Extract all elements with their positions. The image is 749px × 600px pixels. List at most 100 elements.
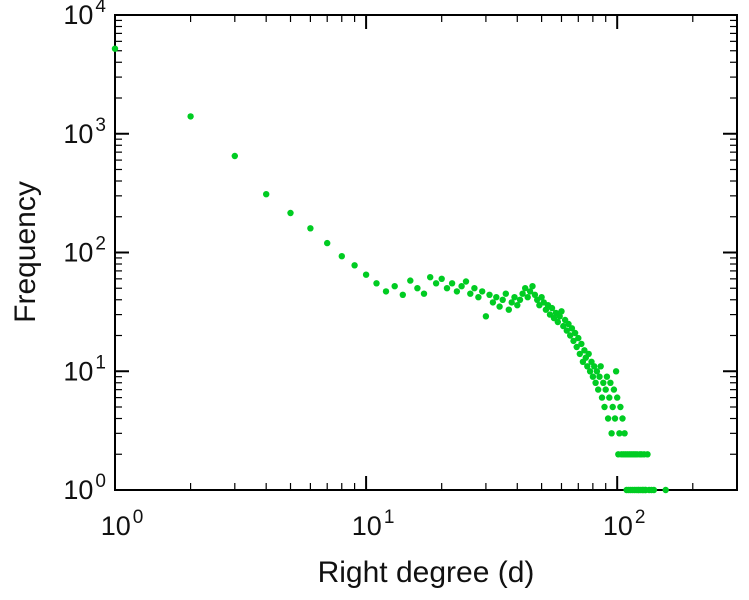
- data-point: [522, 285, 529, 292]
- data-point: [453, 288, 461, 295]
- data-point: [597, 363, 604, 370]
- data-point: [606, 394, 613, 401]
- tick-label: 10 2: [603, 507, 646, 541]
- data-point: [585, 350, 592, 358]
- data-point: [471, 285, 478, 292]
- data-point: [591, 363, 598, 370]
- y-axis-title: Frequency: [9, 181, 42, 323]
- data-point: [573, 343, 580, 351]
- data-point: [462, 278, 470, 285]
- data-point: [489, 299, 497, 306]
- data-point: [307, 225, 314, 232]
- data-point: [650, 486, 658, 494]
- data-point: [362, 271, 370, 278]
- data-point: [420, 290, 428, 297]
- data-point: [529, 283, 536, 290]
- major-ticks: [114, 14, 737, 491]
- data-point: [438, 275, 445, 282]
- data-point: [499, 296, 506, 303]
- data-point: [563, 327, 570, 334]
- data-point: [614, 394, 621, 401]
- data-point: [187, 113, 194, 120]
- data-point: [467, 290, 474, 297]
- data-point: [556, 313, 563, 320]
- data-point: [287, 209, 294, 217]
- data-point: [524, 294, 531, 301]
- tick-label: 10 4: [63, 0, 106, 30]
- data-point: [621, 430, 628, 437]
- data-point: [611, 415, 619, 422]
- data-point: [508, 299, 515, 306]
- tick-label: 10 1: [63, 352, 106, 386]
- data-point: [519, 290, 526, 297]
- axes-frame: [114, 14, 738, 491]
- data-point: [382, 288, 390, 295]
- data-point: [578, 340, 585, 348]
- data-point: [407, 277, 414, 284]
- data-points: [111, 45, 669, 494]
- minor-ticks: [115, 15, 737, 490]
- data-point: [482, 313, 490, 320]
- data-point: [324, 239, 331, 247]
- data-point: [619, 415, 626, 422]
- data-point: [570, 337, 577, 345]
- data-point: [432, 280, 440, 287]
- data-point: [514, 302, 521, 309]
- data-point: [475, 294, 482, 301]
- data-point: [111, 45, 119, 52]
- data-point: [612, 368, 620, 375]
- data-point: [427, 274, 434, 281]
- data-point: [479, 288, 486, 295]
- data-point: [596, 373, 603, 380]
- data-point: [571, 329, 579, 337]
- data-point: [589, 373, 597, 380]
- x-axis-title: Right degree (d): [317, 556, 535, 589]
- data-point: [608, 430, 615, 437]
- data-point: [603, 373, 611, 380]
- data-point: [516, 296, 524, 303]
- data-point: [610, 386, 618, 393]
- data-point: [338, 253, 345, 260]
- tick-label: 10 2: [63, 234, 106, 268]
- data-point: [607, 379, 614, 386]
- data-point: [443, 285, 451, 292]
- data-point: [560, 322, 567, 330]
- data-point: [586, 368, 594, 375]
- data-point: [548, 304, 556, 312]
- data-point: [505, 306, 512, 313]
- data-point: [575, 334, 582, 342]
- data-point: [644, 451, 651, 458]
- data-point: [531, 291, 539, 298]
- data-point: [511, 294, 518, 301]
- data-point: [399, 291, 406, 298]
- data-point: [391, 283, 398, 290]
- tick-label: 10 0: [101, 507, 144, 541]
- data-point: [598, 394, 606, 401]
- data-point: [616, 430, 623, 437]
- data-point: [351, 262, 358, 269]
- data-point: [595, 386, 602, 393]
- data-point: [448, 280, 456, 287]
- tick-label: 10 1: [352, 507, 395, 541]
- data-point: [554, 318, 561, 326]
- data-point: [558, 308, 565, 315]
- data-point: [568, 325, 576, 332]
- data-point: [581, 347, 588, 354]
- data-point: [565, 320, 572, 328]
- data-point: [231, 152, 238, 160]
- data-point: [604, 415, 612, 422]
- data-point: [600, 379, 607, 386]
- data-point: [502, 290, 509, 297]
- data-point: [662, 486, 669, 494]
- data-point: [584, 363, 591, 370]
- data-point: [617, 403, 624, 411]
- data-point: [609, 403, 616, 411]
- data-point: [496, 303, 503, 310]
- data-point: [601, 403, 608, 411]
- data-point: [486, 291, 493, 298]
- data-point: [567, 332, 574, 339]
- data-point: [576, 350, 583, 358]
- data-point: [538, 294, 545, 301]
